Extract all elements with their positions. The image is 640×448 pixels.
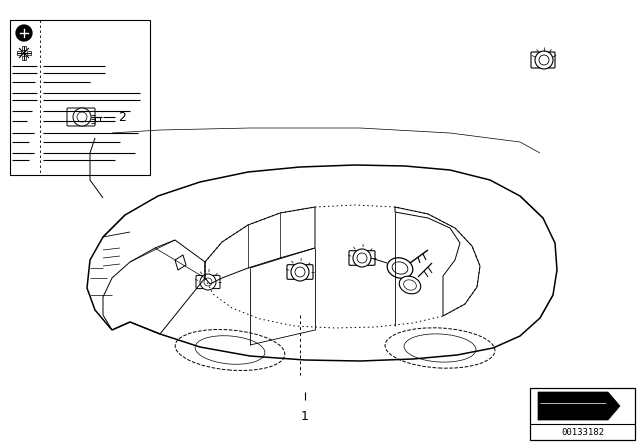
Bar <box>10 20 150 175</box>
Circle shape <box>291 263 309 281</box>
Bar <box>22 56 26 60</box>
FancyBboxPatch shape <box>531 52 555 68</box>
FancyBboxPatch shape <box>67 108 95 126</box>
Text: 1: 1 <box>301 410 309 423</box>
Ellipse shape <box>387 258 413 278</box>
Bar <box>27 51 31 55</box>
Circle shape <box>73 108 91 126</box>
Circle shape <box>539 55 549 65</box>
Text: 00133182: 00133182 <box>561 427 604 436</box>
FancyBboxPatch shape <box>196 276 220 289</box>
Bar <box>17 51 21 55</box>
Ellipse shape <box>392 262 408 274</box>
Bar <box>22 46 26 50</box>
Circle shape <box>295 267 305 277</box>
Circle shape <box>535 51 553 69</box>
Ellipse shape <box>399 276 420 294</box>
FancyBboxPatch shape <box>349 251 375 265</box>
Text: 2: 2 <box>118 111 126 124</box>
Circle shape <box>77 112 87 122</box>
Ellipse shape <box>404 280 417 290</box>
Bar <box>530 388 635 440</box>
Circle shape <box>16 25 32 41</box>
Circle shape <box>200 274 216 290</box>
Circle shape <box>357 253 367 263</box>
Circle shape <box>204 278 212 286</box>
Polygon shape <box>538 392 620 420</box>
FancyBboxPatch shape <box>287 265 313 279</box>
Circle shape <box>353 249 371 267</box>
